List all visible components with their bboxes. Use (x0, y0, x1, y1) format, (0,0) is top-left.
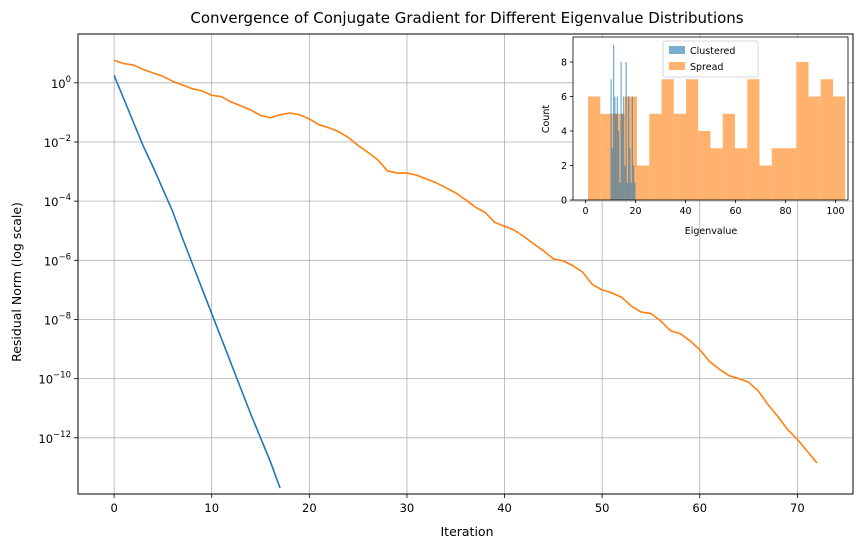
y-tick-label: 10−4 (44, 193, 71, 209)
hist-bar-clustered (620, 62, 622, 200)
hist-bar-spread (673, 113, 686, 200)
hist-bar-spread (747, 79, 760, 200)
x-tick-label: 50 (595, 501, 610, 515)
legend-box (662, 40, 759, 78)
legend-swatch-clustered (669, 46, 685, 54)
inset-y-tick-label: 0 (561, 196, 567, 207)
series-line-clustered (113, 75, 281, 489)
hist-bar-clustered (614, 96, 616, 200)
hist-bar-clustered (631, 96, 633, 200)
hist-bar-spread (600, 113, 613, 200)
hist-bar-clustered (613, 44, 615, 201)
inset-x-tick-label: 20 (629, 206, 641, 217)
y-tick-label: 10−6 (44, 252, 71, 268)
inset-y-tick-label: 6 (561, 92, 567, 103)
series-line-spread (113, 59, 818, 464)
hist-bar-spread (796, 62, 809, 200)
hist-bar-spread (722, 113, 735, 200)
hist-bar-clustered (628, 96, 630, 200)
inset-legend: Clustered Spread (662, 40, 759, 78)
hist-bar-spread (735, 148, 748, 200)
inset-x-axis-label: Eigenvalue (685, 226, 738, 237)
hist-bar-spread (771, 148, 784, 200)
hist-bar-clustered (611, 148, 613, 200)
inset-x-tick-label: 80 (779, 206, 791, 217)
inset-x-tick-label: 0 (582, 206, 588, 217)
y-tick-label: 10−8 (44, 311, 71, 327)
hist-bar-spread (649, 113, 662, 200)
hist-bar-spread (833, 96, 846, 200)
hist-bar-clustered (616, 96, 618, 200)
x-tick-label: 20 (302, 501, 317, 515)
main-x-ticks: 0 10 20 30 40 50 60 70 (110, 494, 805, 515)
inset-y-axis-label: Count (541, 105, 552, 133)
y-tick-label: 100 (51, 75, 71, 91)
hist-bar-clustered (624, 165, 626, 200)
y-tick-label: 10−10 (38, 371, 71, 387)
x-tick-label: 10 (204, 501, 219, 515)
inset-x-tick-label: 60 (729, 206, 741, 217)
inset-frame (572, 36, 849, 201)
hist-bar-clustered (626, 182, 628, 200)
hist-bar-spread (588, 96, 601, 200)
inset-y-tick-label: 8 (561, 58, 567, 69)
chart-title: Convergence of Conjugate Gradient for Di… (190, 9, 743, 27)
hist-bar-clustered (629, 148, 631, 200)
hist-bar-clustered (619, 182, 621, 200)
hist-bar-spread (808, 96, 821, 200)
legend-label-clustered: Clustered (690, 46, 735, 57)
inset-bars (588, 44, 846, 201)
hist-bar-spread (759, 165, 772, 200)
x-tick-label: 0 (110, 501, 117, 515)
hist-bar-clustered (610, 79, 612, 200)
inset-y-ticks: 0 2 4 6 8 (561, 58, 573, 207)
inset-y-tick-label: 2 (561, 161, 567, 172)
hist-bar-spread (784, 148, 797, 200)
x-tick-label: 70 (790, 501, 805, 515)
y-tick-label: 10−2 (44, 134, 71, 150)
main-y-ticks: 100 10−2 10−4 10−6 10−8 10−10 10−12 (38, 75, 78, 446)
hist-bar-clustered (634, 182, 636, 200)
main-plot-frame (77, 33, 854, 495)
legend-swatch-spread (669, 62, 685, 70)
hist-bar-spread (698, 131, 711, 200)
hist-bar-clustered (633, 165, 635, 200)
inset-histogram: 0 20 40 60 80 100 0 2 4 6 8 Eigenvalue Count Clus… (541, 36, 849, 237)
hist-bar-clustered (623, 96, 625, 200)
hist-bar-spread (686, 79, 699, 200)
hist-bar-spread (710, 148, 723, 200)
y-tick-label: 10−12 (38, 430, 71, 446)
x-tick-label: 30 (400, 501, 415, 515)
inset-x-ticks: 0 20 40 60 80 100 (582, 200, 845, 217)
legend-label-spread: Spread (690, 62, 723, 73)
x-tick-label: 60 (692, 501, 707, 515)
hist-bar-spread (820, 79, 833, 200)
hist-bar-clustered (615, 113, 617, 200)
inset-y-tick-label: 4 (561, 127, 567, 138)
hist-bar-clustered (630, 182, 632, 200)
hist-bar-spread (661, 79, 674, 200)
y-axis-label: Residual Norm (log scale) (9, 202, 24, 362)
x-axis-label: Iteration (440, 524, 493, 539)
hist-bar-clustered (625, 62, 627, 200)
hist-bar-clustered (618, 131, 620, 200)
inset-x-tick-label: 100 (826, 206, 844, 217)
inset-x-tick-label: 40 (679, 206, 691, 217)
hist-bar-clustered (621, 113, 623, 200)
main-series (113, 59, 818, 489)
hist-bar-spread (637, 165, 650, 200)
x-tick-label: 40 (497, 501, 512, 515)
